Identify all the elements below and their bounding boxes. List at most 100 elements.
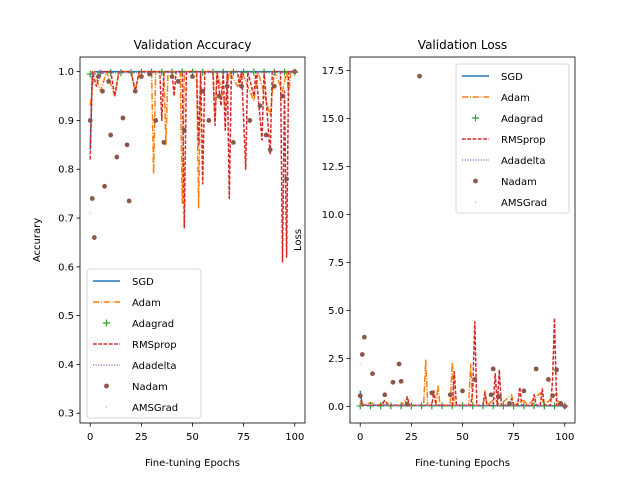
series-nadam-marker: [87, 118, 93, 123]
legend-adagrad-swatch: [103, 319, 110, 327]
series-nadam-marker: [96, 74, 101, 79]
x-tick-label: 75: [237, 432, 250, 443]
series-amsgrad-marker: [564, 405, 566, 407]
legend-adadelta-label: Adadelta: [501, 156, 545, 167]
series-nadam-marker: [404, 401, 410, 407]
series-nadam-marker: [521, 388, 527, 394]
series-nadam-marker: [267, 147, 273, 153]
series-nadam-marker: [533, 366, 539, 372]
series-nadam-marker: [490, 366, 496, 372]
series-nadam-marker: [284, 176, 289, 182]
x-axis-label: Fine-tuning Epochs: [415, 458, 510, 469]
x-tick-label: 100: [285, 432, 304, 443]
series-nadam-marker: [382, 392, 388, 398]
series-group: [356, 73, 569, 410]
series-nadam-marker: [357, 393, 363, 399]
legend-amsgrad-label: AMSGrad: [132, 403, 178, 414]
legend-amsgrad-swatch: [475, 201, 476, 203]
series-nadam-marker: [429, 390, 435, 396]
series-nadam-marker: [132, 88, 138, 94]
y-tick-label: 0.9: [58, 116, 74, 127]
series-nadam-marker: [147, 71, 152, 77]
y-tick-label: 7.5: [328, 258, 344, 269]
y-axis-label: Loss: [293, 229, 304, 251]
x-tick-label: 50: [186, 432, 199, 443]
series-amsgrad-marker: [359, 363, 361, 365]
series-nadam-marker: [361, 334, 367, 340]
series-nadam-marker: [460, 388, 465, 394]
legend-adagrad-label: Adagrad: [501, 114, 543, 125]
series-amsgrad-marker: [99, 71, 101, 73]
x-tick-label: 0: [357, 432, 363, 443]
legend-rmsprop-label: RMSprop: [501, 135, 546, 146]
legend-sgd-label: SGD: [501, 72, 523, 83]
accuracy-panel: 0 25 50 75 100 0.3 0.4 0.5 0.6 0.7 0.8 0.9 1.0 Valida…: [32, 38, 306, 469]
series-nadam-marker: [126, 198, 132, 204]
legend-frame: [455, 63, 570, 214]
chart-title: Validation Loss: [418, 38, 507, 52]
series-nadam-marker: [124, 142, 130, 148]
series-nadam-marker: [100, 88, 105, 94]
series-nadam-marker: [496, 394, 502, 400]
series-nadam-marker: [216, 93, 222, 99]
series-nadam-marker: [231, 140, 236, 145]
series-nadam-marker: [114, 154, 120, 160]
x-tick-label: 25: [405, 432, 418, 443]
series-nadam-marker: [554, 367, 559, 373]
series-amsgrad-marker: [171, 71, 173, 73]
series-nadam-marker: [239, 83, 244, 89]
legend-sgd-label: SGD: [132, 277, 154, 288]
series-nadam-marker: [120, 115, 126, 121]
series-nadam-marker: [161, 140, 167, 145]
legend-nadam-label: Nadam: [501, 177, 537, 188]
legend-nadam-swatch: [104, 383, 109, 389]
series-amsgrad-marker: [294, 71, 296, 73]
y-tick-label: 0.3: [58, 409, 74, 420]
y-tick-label: 15.0: [322, 114, 344, 125]
series-nadam-marker: [396, 361, 402, 367]
series-nadam-marker: [546, 377, 551, 382]
series-nadam-marker: [398, 378, 404, 384]
y-tick-label: 0.5: [58, 311, 74, 322]
legend-adam-label: Adam: [501, 93, 530, 104]
y-tick-label: 5.0: [328, 306, 344, 317]
series-amsgrad-marker: [410, 405, 412, 407]
series-nadam-marker: [370, 371, 375, 377]
series-nadam-marker: [447, 392, 453, 398]
series-nadam-marker: [507, 401, 512, 406]
series-nadam-marker: [247, 118, 253, 123]
legend-nadam-label: Nadam: [132, 382, 168, 393]
y-tick-label: 0.4: [58, 360, 74, 371]
series-nadam-marker: [257, 103, 263, 109]
series-amsgrad-marker: [369, 404, 371, 406]
series-nadam-marker: [359, 352, 365, 357]
series-amsgrad-marker: [130, 71, 132, 73]
series-nadam-marker: [108, 132, 114, 138]
legend: SGD Adam Adagrad RMSprop Adadelta Nadam AMSGra…: [455, 63, 570, 214]
series-nadam-marker: [138, 74, 144, 79]
series-adam-line: [359, 359, 565, 407]
legend-amsgrad-label: AMSGrad: [501, 198, 547, 209]
series-nadam-marker: [488, 392, 494, 398]
x-tick-label: 100: [555, 432, 574, 443]
y-tick-label: 17.5: [322, 66, 344, 77]
series-nadam-marker: [91, 235, 97, 240]
legend: SGD Adam Adagrad RMSprop Adadelta Nadam AMSGra…: [86, 268, 202, 419]
y-axis-label: Accurary: [32, 218, 43, 262]
series-nadam-marker: [390, 379, 396, 385]
x-tick-label: 0: [87, 432, 93, 443]
series-amsgrad-marker: [212, 71, 214, 73]
series-nadam-marker: [271, 83, 277, 89]
y-tick-label: 1.0: [58, 67, 74, 78]
series-amsgrad-marker: [253, 71, 255, 73]
y-tick-label: 12.5: [322, 162, 344, 173]
y-tick-label: 2.5: [328, 354, 344, 365]
series-nadam-marker: [102, 183, 107, 189]
legend-amsgrad-swatch: [106, 406, 107, 408]
series-nadam-marker: [472, 377, 478, 382]
series-nadam-marker: [106, 79, 112, 84]
y-tick-label: 0.0: [328, 402, 344, 413]
series-nadam-marker: [153, 118, 159, 123]
legend-adagrad-swatch: [472, 114, 479, 122]
